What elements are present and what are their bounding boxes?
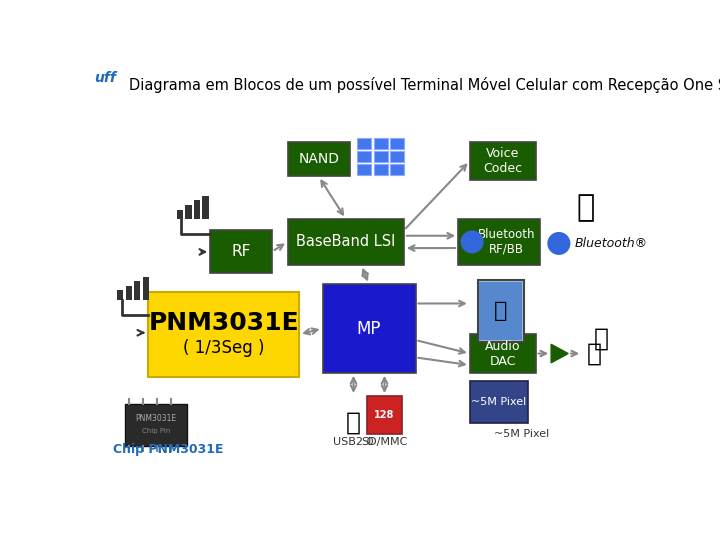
Bar: [357, 138, 372, 148]
Text: ~5M Pixel: ~5M Pixel: [471, 397, 526, 407]
Text: 💻: 💻: [346, 411, 361, 435]
Text: SD/MMC: SD/MMC: [361, 437, 408, 447]
Bar: [374, 164, 387, 175]
Text: 🔊: 🔊: [586, 342, 601, 366]
Text: Audio
DAC: Audio DAC: [485, 340, 521, 368]
Bar: [125, 403, 187, 446]
Bar: [357, 151, 372, 162]
Bar: [126, 286, 132, 300]
Bar: [185, 205, 192, 219]
Polygon shape: [551, 345, 568, 363]
Text: NAND: NAND: [298, 152, 339, 166]
Bar: [194, 200, 200, 219]
Text: Chip Pin: Chip Pin: [142, 428, 170, 434]
Text: 🎧: 🎧: [594, 326, 609, 350]
Text: uff: uff: [94, 71, 116, 85]
Bar: [479, 282, 523, 340]
Circle shape: [548, 233, 570, 254]
Bar: [390, 138, 404, 148]
Bar: [287, 142, 350, 177]
Text: PNM3031E: PNM3031E: [148, 310, 299, 335]
Bar: [287, 219, 404, 265]
Text: ⛵: ⛵: [494, 301, 508, 321]
Text: Diagrama em Blocos de um possível Terminal Móvel Celular com Recepção One Seg: Diagrama em Blocos de um possível Termin…: [129, 77, 720, 93]
Bar: [143, 276, 149, 300]
Text: ( 1/3Seg ): ( 1/3Seg ): [183, 339, 264, 357]
Bar: [469, 334, 536, 373]
Circle shape: [462, 231, 483, 253]
Text: Voice
Codec: Voice Codec: [483, 147, 522, 175]
Bar: [367, 396, 402, 434]
Bar: [477, 280, 524, 342]
Bar: [134, 281, 140, 300]
Bar: [202, 195, 209, 219]
Text: Bluetooth®: Bluetooth®: [575, 237, 647, 250]
Bar: [374, 151, 387, 162]
Bar: [177, 210, 183, 219]
Bar: [357, 164, 372, 175]
Bar: [469, 381, 528, 423]
Text: B: B: [467, 235, 477, 249]
Bar: [323, 284, 415, 373]
Bar: [469, 142, 536, 180]
Text: Chip PNM3031E: Chip PNM3031E: [113, 443, 224, 456]
Text: ~5M Pixel: ~5M Pixel: [495, 429, 549, 440]
Bar: [458, 219, 539, 265]
Text: Bluetooth
RF/BB: Bluetooth RF/BB: [478, 228, 535, 256]
Text: BaseBand LSI: BaseBand LSI: [296, 234, 395, 249]
Text: USB2.0: USB2.0: [333, 437, 374, 447]
Text: B: B: [554, 237, 564, 251]
Text: PNM3031E: PNM3031E: [135, 414, 176, 423]
Bar: [117, 291, 123, 300]
Bar: [390, 164, 404, 175]
Text: 🎧: 🎧: [577, 193, 595, 222]
Text: MP: MP: [356, 320, 382, 338]
Text: 128: 128: [374, 410, 395, 420]
Bar: [390, 151, 404, 162]
Bar: [148, 292, 300, 377]
Text: RF: RF: [231, 244, 251, 259]
Bar: [210, 231, 272, 273]
Bar: [374, 138, 387, 148]
